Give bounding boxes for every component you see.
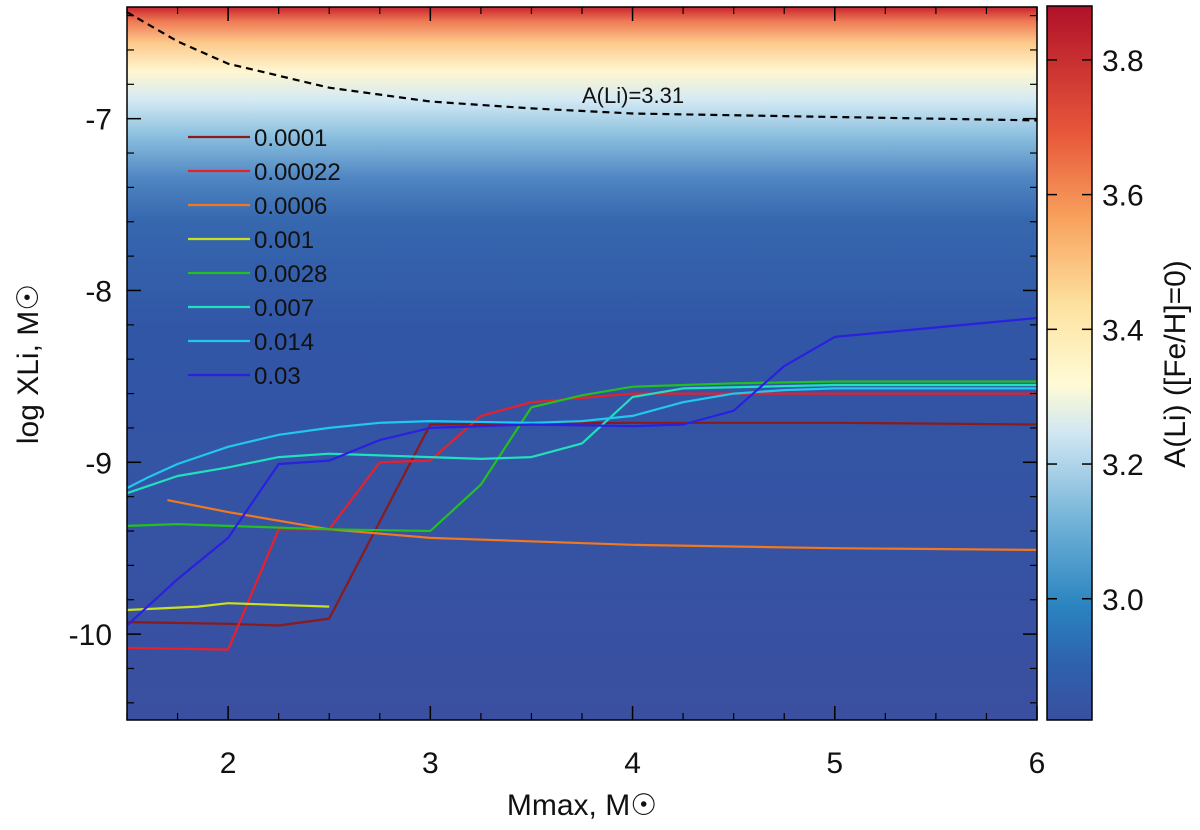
colorbar-tick-label: 3.2 <box>1102 449 1144 482</box>
series-line-5 <box>127 380 1037 533</box>
legend-label-4: 0.001 <box>254 227 314 254</box>
colorbar-tick-label: 3.6 <box>1102 180 1144 213</box>
colorbar-tick-label: 3.8 <box>1102 45 1144 78</box>
legend-label-2: 0.00022 <box>254 159 341 186</box>
series-line-3 <box>167 499 1037 551</box>
x-tick-label: 6 <box>1029 747 1046 780</box>
legend-label-1: 0.0001 <box>254 125 327 152</box>
colorbar-tick-label: 3.4 <box>1102 314 1144 347</box>
contour-line <box>127 11 1037 122</box>
y-axis-title: log XLi, M☉ <box>12 284 45 444</box>
y-axis: -7 -8 -9 -10 <box>69 14 1037 704</box>
legend-label-5: 0.0028 <box>254 261 327 288</box>
contour-label: A(Li)=3.31 <box>582 83 684 108</box>
abundance-heatmap <box>127 7 1037 720</box>
colorbar: 3.0 3.2 3.4 3.6 3.8 A(Li) ([Fe/H]=0) <box>1046 5 1192 721</box>
colorbar-title: A(Li) ([Fe/H]=0) <box>1159 260 1192 468</box>
y-tick-label: -9 <box>85 447 112 480</box>
x-tick-label: 4 <box>624 747 641 780</box>
y-tick-label: -8 <box>85 275 112 308</box>
x-axis: 2 3 4 5 6 <box>126 7 1046 780</box>
series-line-8 <box>127 316 1037 627</box>
series-line-4 <box>127 602 330 612</box>
colorbar-gradient <box>1046 5 1093 721</box>
series-line-6 <box>127 383 1037 495</box>
x-axis-title: Mmax, M☉ <box>507 789 657 822</box>
legend-label-7: 0.014 <box>254 329 314 356</box>
legend-label-8: 0.03 <box>254 363 301 390</box>
legend: 0.0001 0.00022 0.0006 0.001 0.0028 0.007 0.014… <box>188 125 341 390</box>
x-tick-label: 2 <box>220 747 237 780</box>
legend-label-6: 0.007 <box>254 295 314 322</box>
x-tick-label: 5 <box>826 747 843 780</box>
y-tick-label: -7 <box>85 104 112 137</box>
series-line-1 <box>127 421 1037 627</box>
legend-label-3: 0.0006 <box>254 193 327 220</box>
colorbar-tick-label: 3.0 <box>1102 584 1144 617</box>
y-tick-label: -10 <box>69 619 112 652</box>
series-line-7 <box>127 387 1037 490</box>
x-tick-label: 3 <box>422 747 439 780</box>
series-line-2 <box>127 392 1037 651</box>
